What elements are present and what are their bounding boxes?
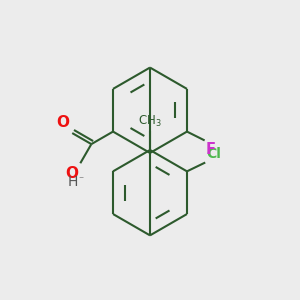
Text: Cl: Cl [207,147,222,161]
Text: H: H [68,175,78,189]
Text: O: O [56,115,69,130]
Text: O: O [65,166,78,181]
Text: F: F [206,142,216,157]
Text: ⁻: ⁻ [78,175,83,185]
Text: CH$_3$: CH$_3$ [138,114,162,129]
